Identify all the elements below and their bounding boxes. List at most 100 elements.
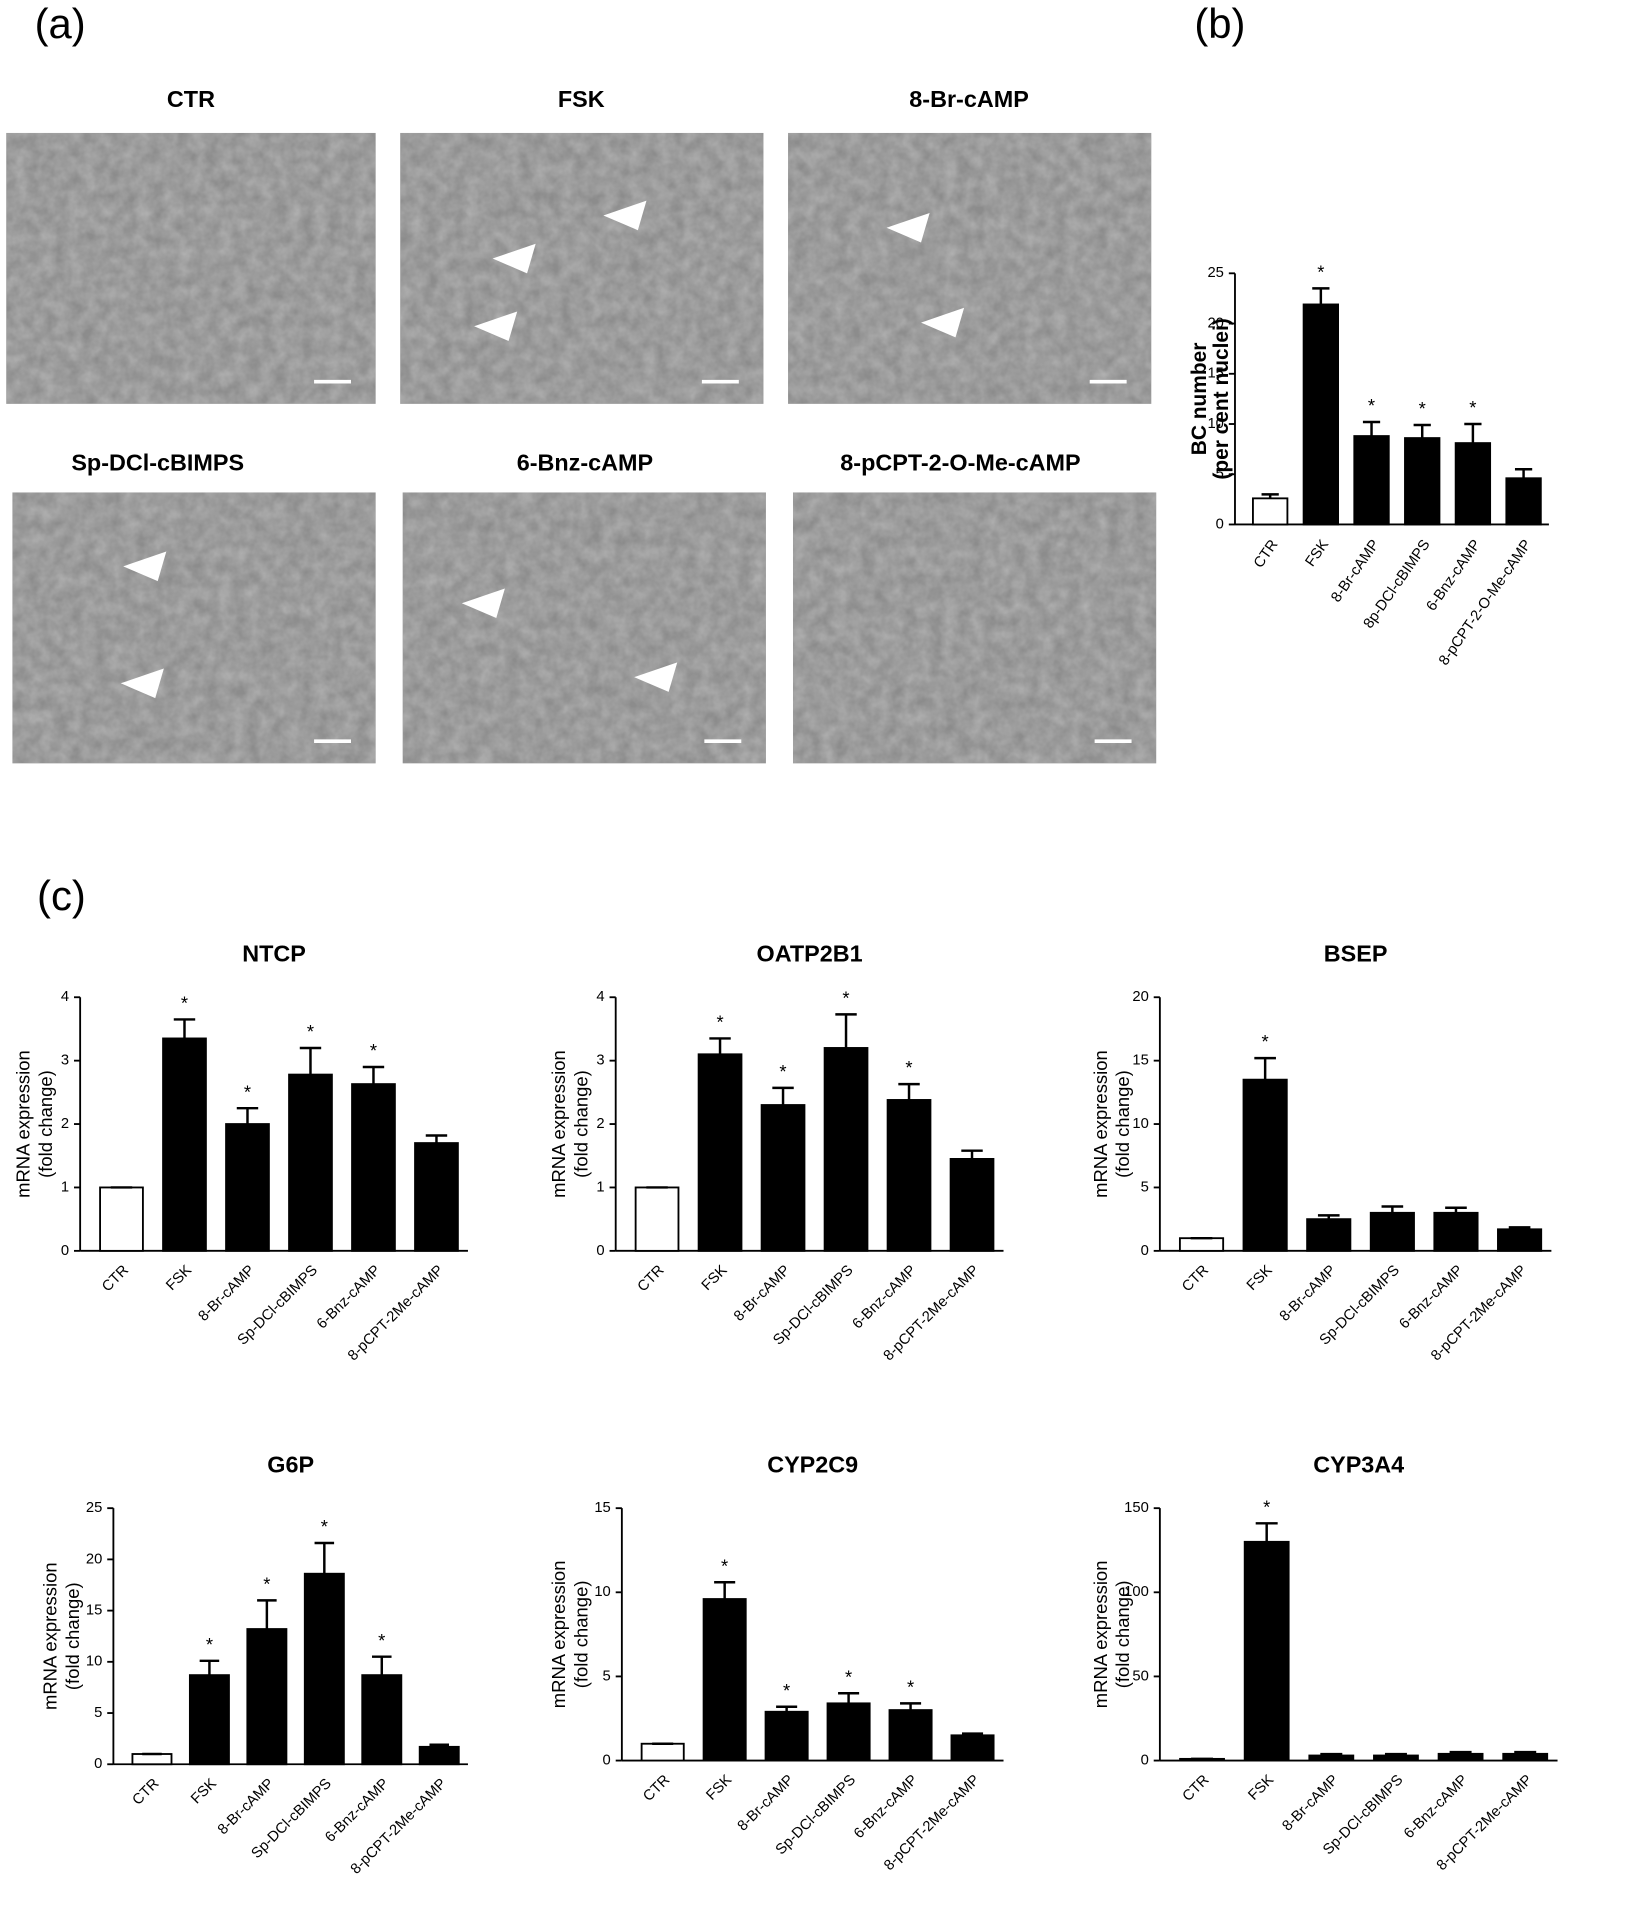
error-bar xyxy=(838,1692,860,1704)
x-tick-label: 6-Bnz-cAMP xyxy=(1397,1262,1467,1332)
bar xyxy=(1437,1752,1484,1762)
y-tick-label: 5 xyxy=(1216,466,1224,482)
y-tick-label: 3 xyxy=(596,1053,604,1069)
x-tick-label: 8-Br-cAMP xyxy=(215,1776,277,1838)
bar xyxy=(702,1598,747,1762)
y-tick-label: 0 xyxy=(61,1243,69,1259)
bar-chart: 051015CTR*FSK*8-Br-cAMP*Sp-DCl-cBIMPS*6-… xyxy=(548,1451,1004,1874)
significance-mark: * xyxy=(905,1057,912,1078)
significance-mark: * xyxy=(244,1081,251,1102)
error-bar xyxy=(362,1065,385,1085)
bar xyxy=(826,1702,871,1762)
chart-title: CYP2C9 xyxy=(767,1451,858,1477)
bar xyxy=(697,1053,743,1252)
chart-title: NTCP xyxy=(242,941,306,967)
y-tick-label: 0 xyxy=(603,1752,611,1768)
bar xyxy=(764,1710,809,1762)
error-bar xyxy=(429,1743,450,1747)
error-bar xyxy=(1381,1205,1404,1213)
bar xyxy=(1242,1078,1288,1252)
x-tick-label: CTR xyxy=(130,1776,163,1809)
error-bar xyxy=(898,1082,920,1100)
significance-mark: * xyxy=(1317,261,1324,282)
error-bar xyxy=(1445,1206,1467,1213)
error-bar xyxy=(1514,467,1533,479)
significance-mark: * xyxy=(378,1630,385,1651)
y-axis-label: (fold change) xyxy=(570,1070,591,1178)
y-tick-label: 15 xyxy=(86,1603,102,1619)
error-bar xyxy=(314,1541,335,1574)
significance-mark: * xyxy=(842,987,849,1008)
significance-mark: * xyxy=(1263,1496,1270,1517)
error-bar xyxy=(1317,1214,1340,1220)
micrographs: CTR FSK 8-Br-cAMP Sp-DCl-cBIMPS 6-Bnz-cAMP 8-… xyxy=(6,86,1157,764)
bar xyxy=(1497,1228,1543,1252)
y-tick-label: 2 xyxy=(596,1116,604,1132)
y-tick-label: 10 xyxy=(1132,1116,1148,1132)
significance-mark: * xyxy=(716,1012,723,1033)
image-title: 6-Bnz-cAMP xyxy=(517,449,653,475)
y-tick-label: 15 xyxy=(1132,1053,1148,1069)
chart-title: CYP3A4 xyxy=(1313,1451,1404,1477)
x-tick-label: CTR xyxy=(1179,1262,1212,1295)
significance-mark: * xyxy=(181,993,188,1014)
arrowhead xyxy=(120,668,164,699)
error-bar xyxy=(236,1106,259,1125)
error-bar xyxy=(372,1655,392,1676)
significance-mark: * xyxy=(1262,1031,1269,1052)
bar xyxy=(634,1186,680,1252)
y-tick-label: 5 xyxy=(94,1705,102,1721)
bar xyxy=(1404,437,1441,526)
y-axis-label: mRNA expression xyxy=(1090,1561,1111,1709)
bar xyxy=(640,1742,685,1762)
y-tick-label: 0 xyxy=(94,1756,102,1772)
y-tick-label: 4 xyxy=(596,989,604,1005)
y-tick-label: 0 xyxy=(1141,1752,1149,1768)
bar xyxy=(99,1186,144,1252)
x-tick-label: CTR xyxy=(1251,537,1282,571)
chart-title: BSEP xyxy=(1324,941,1388,967)
significance-mark: * xyxy=(1368,395,1375,416)
x-tick-label: 8-Br-cAMP xyxy=(735,1772,797,1834)
error-bar xyxy=(257,1599,277,1630)
bar-chart: 01234CTR*FSK*8-Br-cAMP*Sp-DCl-cBIMPS*6-B… xyxy=(548,941,1004,1364)
bar xyxy=(1308,1754,1355,1762)
x-tick-label: 6-Bnz-cAMP xyxy=(850,1262,920,1332)
image-title: 8-pCPT-2-O-Me-cAMP xyxy=(840,449,1080,475)
y-tick-label: 15 xyxy=(1207,366,1223,382)
bar-chart: 01234CTR*FSK*8-Br-cAMP*Sp-DCl-cBIMPS*6-B… xyxy=(13,941,468,1364)
bar xyxy=(303,1572,345,1766)
panel-label: (b) xyxy=(1194,0,1245,47)
y-tick-label: 1 xyxy=(61,1179,69,1195)
micrograph-texture xyxy=(400,132,764,404)
bar xyxy=(1505,477,1542,526)
image-title: Sp-DCl-cBIMPS xyxy=(71,449,244,475)
error-bar xyxy=(961,1149,983,1159)
y-tick-label: 50 xyxy=(1132,1668,1148,1684)
panel-label: (a) xyxy=(35,0,86,47)
y-axis-label: (fold change) xyxy=(1112,1581,1133,1689)
x-tick-label: FSK xyxy=(163,1262,195,1294)
bar-chart: 0510152025CTR*FSK*8-Br-cAMP*Sp-DCl-cBIMP… xyxy=(40,1451,468,1878)
error-bar xyxy=(962,1732,984,1736)
image-title: 8-Br-cAMP xyxy=(909,86,1029,112)
bar xyxy=(361,1674,403,1766)
error-bar xyxy=(1508,1226,1531,1230)
y-tick-label: 100 xyxy=(1124,1584,1149,1600)
error-bar xyxy=(709,1037,731,1055)
error-bar xyxy=(772,1086,794,1106)
y-axis-label: mRNA expression xyxy=(1090,1050,1111,1198)
arrowhead xyxy=(474,311,518,342)
x-tick-label: CTR xyxy=(1180,1772,1213,1805)
y-tick-label: 25 xyxy=(86,1500,102,1516)
arrowhead xyxy=(123,551,167,582)
x-tick-label: FSK xyxy=(1303,537,1333,570)
bar xyxy=(1433,1211,1479,1252)
y-tick-label: 5 xyxy=(1141,1179,1149,1195)
error-bar xyxy=(1384,1752,1407,1756)
y-tick-label: 20 xyxy=(86,1551,102,1567)
y-tick-label: 3 xyxy=(61,1053,69,1069)
bar xyxy=(351,1083,396,1252)
significance-mark: * xyxy=(370,1040,377,1061)
